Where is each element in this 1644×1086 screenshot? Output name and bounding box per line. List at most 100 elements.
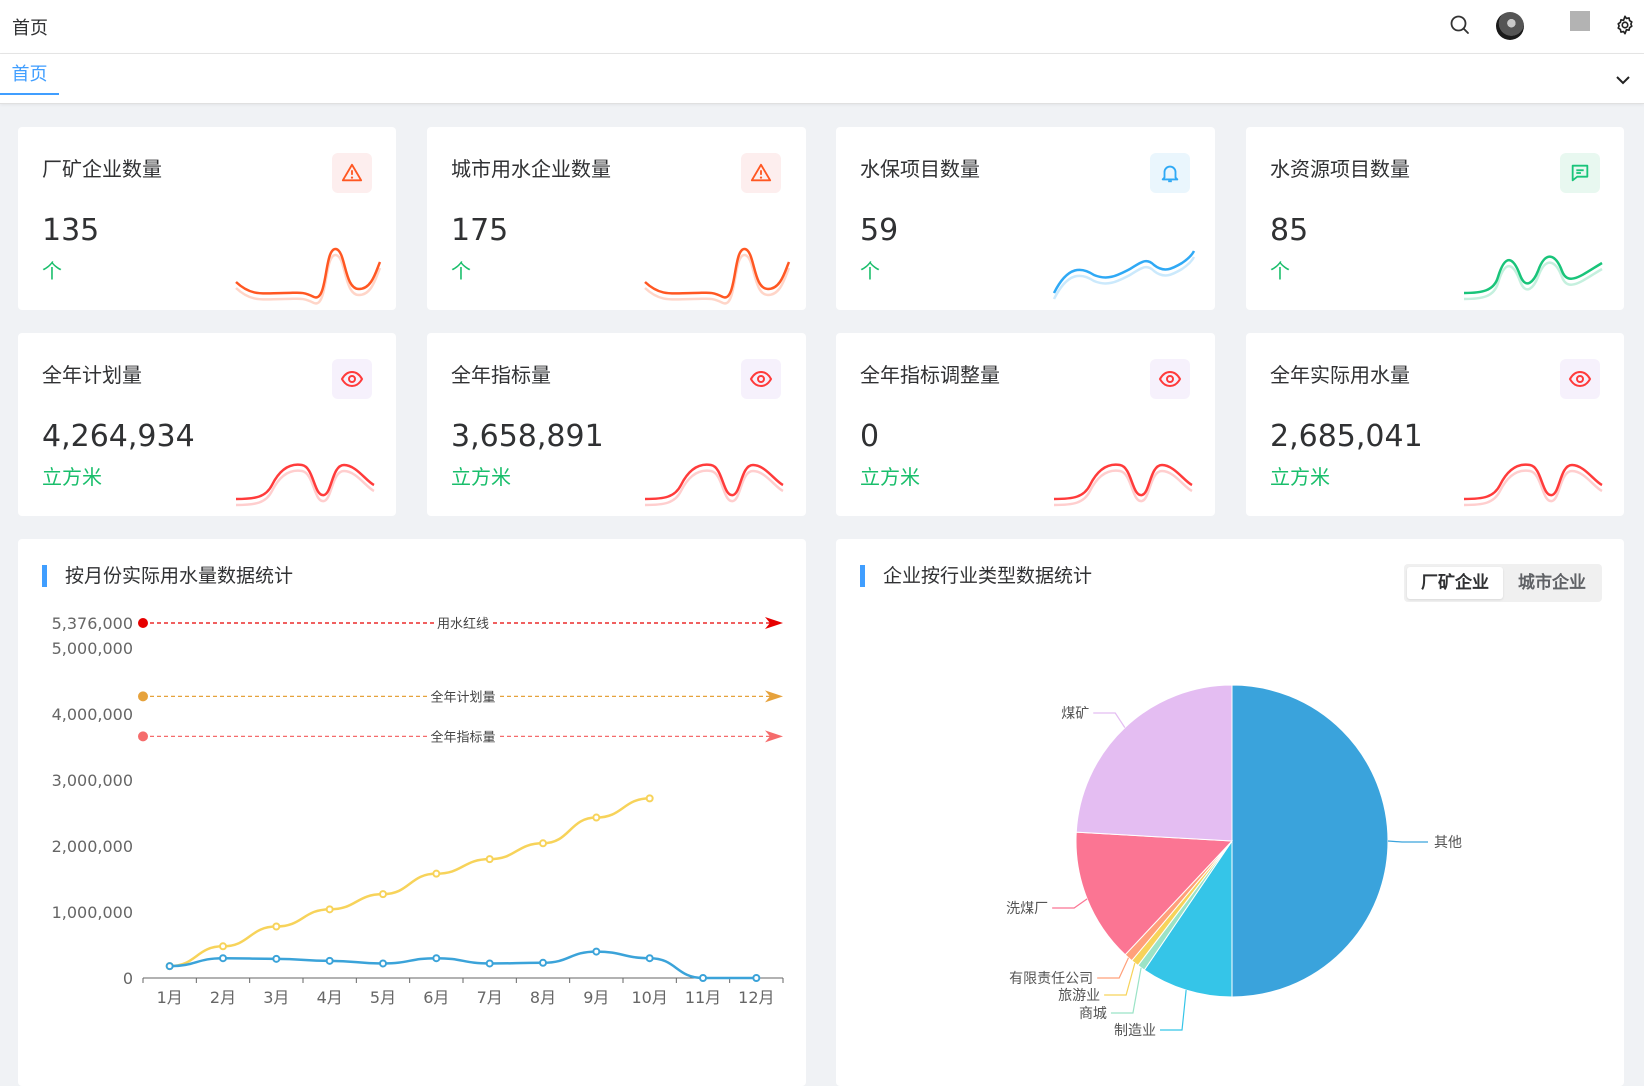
y-tick-label: 5,000,000 (52, 639, 133, 658)
eye-icon[interactable] (741, 359, 781, 399)
stat-card-quota-adjustment: 全年指标调整量 0 立方米 (836, 333, 1215, 516)
stat-unit: 立方米 (42, 465, 102, 489)
panel-title: 按月份实际用水量数据统计 (42, 565, 293, 587)
x-tick-label: 5月 (370, 988, 396, 1007)
eye-icon[interactable] (1560, 359, 1600, 399)
series-point (272, 922, 281, 931)
mark-line-label: 全年指标量 (430, 729, 495, 745)
search-icon[interactable] (1448, 13, 1472, 41)
x-tick-label: 7月 (477, 988, 503, 1007)
series-point (752, 974, 761, 982)
stat-unit: 个 (42, 259, 62, 283)
stat-card-mine-count: 厂矿企业数量 135 个 (18, 127, 396, 310)
stat-title: 城市用水企业数量 (451, 157, 611, 181)
stat-card-water-project-count: 水资源项目数量 85 个 (1246, 127, 1624, 310)
enterprise-type-toggle: 厂矿企业 城市企业 (1404, 564, 1602, 602)
stat-title: 水保项目数量 (860, 157, 980, 181)
gear-icon[interactable] (1614, 14, 1636, 40)
y-tick-label: 1,000,000 (52, 903, 133, 922)
stat-title: 水资源项目数量 (1270, 157, 1410, 181)
sparkline (644, 463, 784, 507)
mark-line-start (138, 618, 148, 628)
sparkline (1052, 250, 1196, 300)
stat-card-actual-usage: 全年实际用水量 2,685,041 立方米 (1246, 333, 1624, 516)
series-point (539, 839, 547, 848)
series-point (219, 954, 227, 963)
stat-unit: 个 (451, 259, 471, 283)
y-tick-label: 4,000,000 (52, 705, 133, 724)
stat-title: 厂矿企业数量 (42, 157, 162, 181)
eye-icon[interactable] (1150, 359, 1190, 399)
mark-line-arrow (765, 617, 783, 629)
series-point (325, 905, 334, 914)
stat-value: 2,685,041 (1270, 419, 1423, 454)
x-tick-label: 2月 (210, 988, 236, 1007)
pie-leader-line (1104, 962, 1136, 996)
x-tick-label: 8月 (530, 988, 556, 1007)
mark-line-label-bg (427, 727, 499, 746)
mark-line-label: 用水红线 (437, 616, 489, 632)
x-tick-label: 1月 (157, 988, 183, 1007)
tabs-bar: 首页 (0, 54, 1644, 104)
mark-line-arrow (765, 730, 783, 743)
pie-label: 煤矿 (1061, 706, 1089, 722)
pie-leader-line (1097, 957, 1130, 979)
pie-leader-line (1387, 840, 1428, 843)
series-point (165, 962, 174, 971)
pie-leader-line (1160, 990, 1187, 1031)
series-point (645, 954, 654, 963)
industry-type-panel: 企业按行业类型数据统计 厂矿企业 城市企业 其他 制造业 商城 旅游业 有限责任公司 洗煤… (836, 539, 1624, 1086)
x-tick-label: 9月 (583, 988, 609, 1007)
series-point (325, 956, 334, 965)
series-point (219, 942, 227, 951)
x-tick-label: 12月 (738, 988, 774, 1007)
stat-value: 3,658,891 (451, 419, 604, 454)
sparkline (1463, 255, 1603, 301)
series-point (539, 958, 547, 967)
stat-title: 全年指标调整量 (860, 363, 1000, 387)
series-point (432, 954, 441, 963)
mark-line-start (138, 731, 148, 742)
toggle-mine-enterprise[interactable]: 厂矿企业 (1407, 567, 1503, 599)
x-tick-label: 10月 (631, 988, 667, 1007)
stat-value: 4,264,934 (42, 419, 195, 454)
sparkline (644, 247, 791, 305)
tab-home[interactable]: 首页 (0, 59, 59, 95)
stat-title: 全年实际用水量 (1270, 363, 1410, 387)
chevron-down-icon[interactable] (1614, 71, 1632, 93)
eye-icon[interactable] (332, 359, 372, 399)
pie-leader-line (1093, 712, 1126, 728)
stat-card-soil-project-count: 水保项目数量 59 个 (836, 127, 1215, 310)
stat-unit: 立方米 (860, 465, 920, 489)
mark-line-start (138, 691, 148, 702)
avatar[interactable] (1496, 12, 1524, 40)
stat-card-city-count: 城市用水企业数量 175 个 (427, 127, 806, 310)
pie-leader-line (1052, 898, 1088, 909)
warning-icon (741, 153, 781, 193)
mark-line-label-bg (434, 614, 492, 632)
sparkline (1053, 463, 1193, 507)
sparkline (1463, 463, 1603, 507)
series-point (379, 890, 387, 899)
toggle-city-enterprise[interactable]: 城市企业 (1518, 573, 1586, 593)
mark-line-arrow (765, 690, 783, 703)
warning-icon (332, 153, 372, 193)
fullscreen-icon[interactable] (1570, 11, 1590, 31)
breadcrumb[interactable]: 首页 (12, 18, 48, 39)
sparkline (235, 247, 382, 305)
stat-value: 59 (860, 213, 899, 248)
stat-card-annual-plan: 全年计划量 4,264,934 立方米 (18, 333, 396, 516)
series-point (432, 869, 441, 878)
panel-title: 企业按行业类型数据统计 (860, 565, 1092, 587)
series-point (592, 813, 601, 822)
stat-value: 0 (860, 419, 880, 454)
stat-value: 85 (1270, 213, 1309, 248)
pie-label: 旅游业 (1058, 988, 1100, 1004)
pie-leader-line (1110, 967, 1142, 1014)
stat-unit: 立方米 (451, 465, 511, 489)
pie-label: 洗煤厂 (1006, 901, 1048, 917)
x-tick-label: 3月 (263, 988, 289, 1007)
series-point (485, 959, 494, 968)
stat-unit: 立方米 (1270, 465, 1330, 489)
